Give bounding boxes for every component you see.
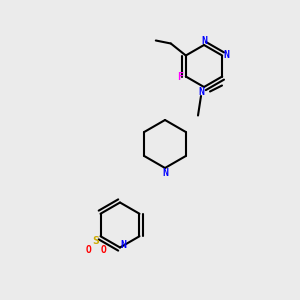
Text: N: N: [162, 167, 168, 178]
Text: N: N: [224, 50, 230, 61]
Text: N: N: [120, 239, 126, 250]
Text: O: O: [85, 245, 91, 255]
Text: F: F: [177, 71, 183, 82]
Text: O: O: [100, 245, 106, 255]
Text: S: S: [93, 236, 99, 246]
Text: N: N: [201, 35, 207, 46]
Text: N: N: [198, 86, 204, 97]
